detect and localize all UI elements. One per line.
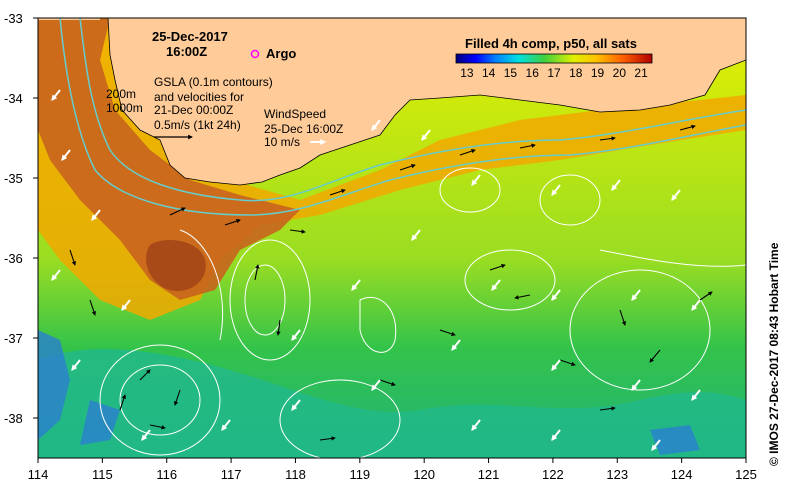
isobath-1000m-label: 1000m (106, 101, 143, 115)
y-axis: -33 -34 -35 -36 -37 -38 (4, 11, 38, 426)
cool-southern-water (38, 349, 746, 458)
colorbar: Filled 4h comp, p50, all sats 13 14 15 16 17… (455, 36, 653, 80)
colorbar-tick-label: 13 (460, 66, 474, 80)
x-tick-label: 117 (221, 467, 242, 482)
colorbar-tick-label: 15 (504, 66, 518, 80)
x-tick-label: 116 (156, 467, 177, 482)
wind-arrows (51, 89, 701, 451)
isobath-200m-line (79, 18, 746, 202)
credit-text: © IMOS 27-Dec-2017 08:43 Hobart Time (767, 242, 781, 466)
colorbar-tick-label: 14 (482, 66, 496, 80)
y-tick-label: -35 (4, 171, 23, 186)
gsla-line-2: and velocities for (154, 90, 244, 104)
plot-frame (37, 17, 747, 459)
wind-line-1: WindSpeed (264, 107, 326, 121)
gsla-scale-label: 0.5m/s (1kt 24h) (154, 118, 241, 132)
colorbar-tick-label: 19 (591, 66, 605, 80)
gsla-line-3: 21-Dec 00:00Z (154, 103, 233, 117)
colorbar-gradient (455, 53, 653, 64)
gsla-contours (99, 167, 746, 458)
y-tick-label: -38 (4, 411, 23, 426)
colorbar-ticks: 13 14 15 16 17 18 19 20 21 (460, 66, 648, 80)
current-velocity-arrows (69, 124, 713, 441)
x-tick-label: 124 (671, 467, 693, 482)
argo-label: Argo (266, 46, 296, 61)
colorbar-tick-label: 18 (569, 66, 583, 80)
x-tick-label: 114 (28, 467, 49, 482)
title-date: 25-Dec-2017 (152, 29, 228, 44)
x-tick-label: 119 (349, 467, 370, 482)
x-axis: 114 115 116 117 118 119 120 121 122 123 124 125 (28, 458, 757, 482)
x-tick-label: 115 (92, 467, 113, 482)
colorbar-title: Filled 4h comp, p50, all sats (465, 36, 637, 51)
argo-marker-icon (250, 49, 260, 59)
x-tick-label: 118 (285, 467, 306, 482)
x-tick-label: 125 (735, 467, 757, 482)
colorbar-tick-label: 21 (634, 66, 648, 80)
x-tick-label: 122 (542, 467, 564, 482)
colorbar-tick-label: 17 (547, 66, 561, 80)
wind-line-3: 10 m/s (264, 135, 300, 149)
leeuwin-current-core (38, 18, 300, 300)
gsla-line-1: GSLA (0.1m contours) (154, 75, 273, 89)
x-tick-label: 123 (606, 467, 628, 482)
colorbar-tick-label: 20 (613, 66, 627, 80)
title-time: 16:00Z (166, 44, 207, 59)
y-tick-label: -36 (4, 251, 23, 266)
wind-line-2: 25-Dec 16:00Z (264, 122, 343, 136)
x-tick-label: 120 (413, 467, 435, 482)
y-tick-label: -37 (4, 331, 23, 346)
isobath-1000m-line (59, 18, 746, 216)
warm-eddy-core (146, 240, 206, 291)
y-tick-label: -34 (4, 91, 23, 106)
isobath-200m-label: 200m (106, 87, 136, 101)
x-tick-label: 121 (478, 467, 500, 482)
plot-area: Filled 4h comp, p50, all sats 13 14 15 16 17… (38, 18, 746, 458)
y-tick-label: -33 (4, 11, 23, 26)
colorbar-tick-label: 16 (526, 66, 540, 80)
